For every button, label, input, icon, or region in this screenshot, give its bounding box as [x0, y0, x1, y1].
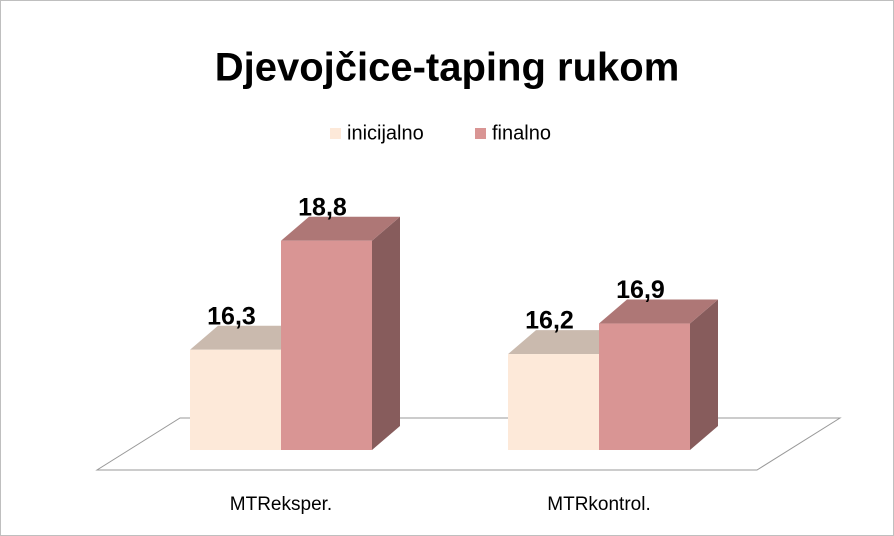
legend-swatch — [475, 128, 486, 139]
legend-label: inicijalno — [347, 122, 424, 144]
bar-3d — [599, 299, 718, 450]
value-label: 16,2 — [525, 307, 574, 335]
bar — [599, 323, 690, 450]
bar-side — [372, 216, 400, 450]
value-label: 16,3 — [207, 302, 256, 330]
bar-side — [690, 299, 718, 450]
bar-top — [190, 325, 309, 350]
value-label: 18,8 — [298, 193, 347, 221]
bar-top — [508, 330, 627, 355]
bar-3d — [281, 216, 400, 450]
bar — [281, 240, 372, 450]
chart-title: Djevojčice-taping rukom — [215, 46, 680, 90]
bar — [190, 349, 281, 450]
legend-swatch — [330, 128, 341, 139]
legend-label: finalno — [492, 122, 551, 144]
bar-top — [281, 216, 400, 241]
bar-top — [599, 299, 718, 324]
value-label: 16,9 — [616, 276, 665, 304]
x-tick-label: MTReksper. — [230, 494, 332, 515]
bar — [508, 354, 599, 450]
x-tick-label: MTRkontrol. — [547, 494, 650, 515]
